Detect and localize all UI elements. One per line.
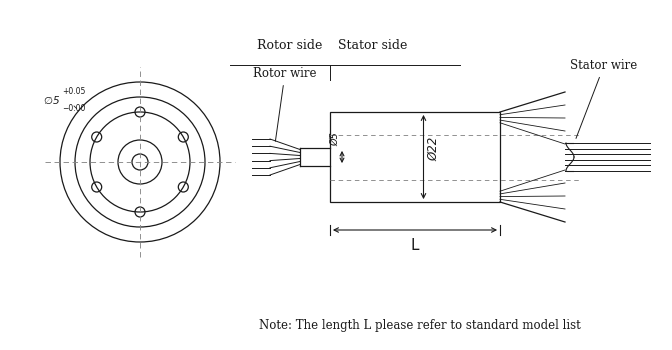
Text: L: L bbox=[411, 238, 419, 253]
Text: Ø22: Ø22 bbox=[427, 137, 441, 161]
Text: +0.05: +0.05 bbox=[62, 87, 85, 96]
Text: −0.00: −0.00 bbox=[62, 104, 85, 113]
Text: Rotor wire: Rotor wire bbox=[253, 67, 317, 141]
Text: Note: The length L please refer to standard model list: Note: The length L please refer to stand… bbox=[259, 319, 581, 332]
Text: Stator wire: Stator wire bbox=[571, 59, 638, 138]
Text: $\varnothing$5: $\varnothing$5 bbox=[43, 94, 60, 106]
Text: Stator side: Stator side bbox=[338, 39, 407, 52]
Bar bbox=[330, 112, 500, 202]
Text: Rotor side: Rotor side bbox=[257, 39, 322, 52]
Text: Ø5: Ø5 bbox=[330, 132, 340, 146]
